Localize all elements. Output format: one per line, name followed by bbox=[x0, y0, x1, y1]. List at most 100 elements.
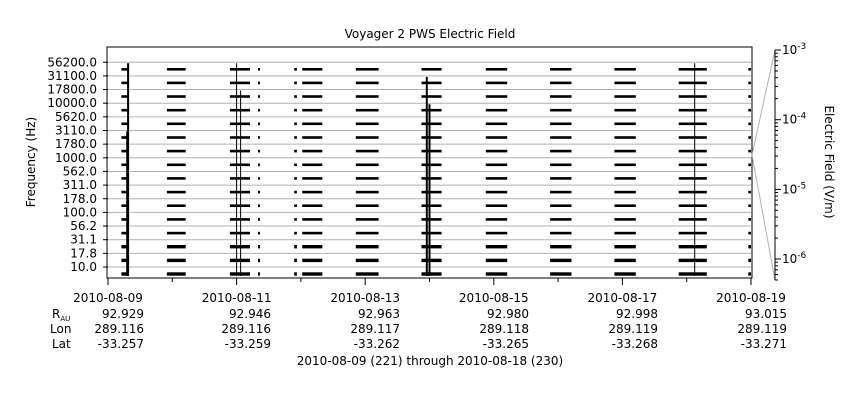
channel-trace bbox=[614, 136, 636, 139]
channel-trace bbox=[294, 177, 297, 180]
channel-trace bbox=[550, 231, 572, 235]
channel-trace bbox=[229, 272, 250, 276]
channel-trace bbox=[421, 231, 442, 235]
channel-trace bbox=[166, 245, 186, 249]
channel-trace bbox=[302, 231, 323, 235]
channel-trace bbox=[485, 163, 508, 167]
channel-trace bbox=[355, 177, 379, 180]
channel-trace bbox=[302, 272, 323, 276]
channel-trace bbox=[421, 163, 442, 167]
channel-trace bbox=[614, 204, 636, 207]
connector-line bbox=[751, 49, 776, 156]
annotation-r-value: 92.963 bbox=[358, 307, 400, 321]
channel-trace bbox=[121, 68, 129, 71]
channel-trace bbox=[614, 81, 636, 85]
frequency-tick-label: 100.0 bbox=[63, 205, 97, 219]
channel-trace bbox=[258, 149, 260, 153]
channel-trace bbox=[550, 149, 572, 153]
channel-trace bbox=[302, 218, 323, 221]
channel-trace bbox=[550, 95, 572, 98]
channel-trace bbox=[294, 245, 297, 249]
channel-trace bbox=[355, 218, 379, 221]
colorbar-tick-label: 10-4 bbox=[782, 112, 807, 127]
channel-trace bbox=[166, 81, 186, 85]
channel-trace bbox=[485, 95, 508, 98]
colorbar-tick-label: 10-3 bbox=[782, 42, 806, 57]
channel-trace bbox=[355, 272, 379, 276]
channel-trace bbox=[550, 81, 572, 85]
frequency-tick-label: 3110.0 bbox=[55, 124, 97, 138]
channel-trace bbox=[258, 204, 260, 207]
channel-trace bbox=[294, 218, 297, 221]
channel-trace bbox=[229, 190, 250, 194]
channel-trace bbox=[748, 163, 751, 167]
channel-trace bbox=[748, 231, 751, 235]
channel-trace bbox=[355, 122, 379, 126]
channel-trace bbox=[678, 245, 707, 249]
channel-trace bbox=[166, 122, 186, 126]
channel-trace bbox=[258, 245, 260, 249]
channel-trace bbox=[294, 272, 297, 276]
channel-trace bbox=[355, 163, 379, 167]
colorbar-connectors bbox=[751, 49, 776, 281]
channel-trace bbox=[485, 204, 508, 207]
channel-trace bbox=[121, 81, 129, 85]
channel-trace bbox=[485, 177, 508, 180]
frequency-tick-label: 56200.0 bbox=[47, 55, 97, 69]
channel-trace bbox=[121, 258, 129, 263]
channel-trace bbox=[166, 204, 186, 207]
channel-trace bbox=[614, 95, 636, 98]
frequency-tick-label: 31100.0 bbox=[47, 69, 97, 83]
channel-trace bbox=[550, 218, 572, 221]
channel-trace bbox=[355, 95, 379, 98]
channel-trace bbox=[748, 149, 751, 153]
annotation-r-value: 93.015 bbox=[745, 307, 787, 321]
annotation-lon-value: 289.119 bbox=[608, 322, 658, 336]
annotation-lat-value: -33.268 bbox=[611, 337, 658, 351]
channel-trace bbox=[421, 177, 442, 180]
annotation-lon-value: 289.118 bbox=[479, 322, 529, 336]
channel-trace bbox=[229, 81, 250, 85]
channel-trace bbox=[614, 108, 636, 112]
annotation-lon-value: 289.116 bbox=[94, 322, 144, 336]
channel-trace bbox=[166, 272, 186, 276]
channel-trace bbox=[258, 231, 260, 235]
channel-trace bbox=[258, 95, 260, 98]
channel-trace bbox=[229, 108, 250, 112]
channel-trace bbox=[748, 68, 751, 71]
lon-label: Lon bbox=[50, 322, 72, 336]
channel-trace bbox=[302, 81, 323, 85]
channel-trace bbox=[550, 258, 572, 263]
channel-trace bbox=[678, 136, 707, 139]
channel-trace bbox=[678, 204, 707, 207]
channel-trace bbox=[121, 108, 129, 112]
annotation-lat-value: -33.257 bbox=[97, 337, 144, 351]
channel-trace bbox=[166, 68, 186, 71]
channel-trace bbox=[121, 218, 129, 221]
channel-trace bbox=[258, 272, 260, 276]
channel-trace bbox=[614, 258, 636, 263]
time-tick-label: 2010-08-13 bbox=[330, 291, 400, 305]
annotation-lat-value: -33.265 bbox=[482, 337, 529, 351]
frequency-tick-label: 5620.0 bbox=[55, 110, 97, 124]
channel-trace bbox=[302, 149, 323, 153]
channel-trace bbox=[748, 218, 751, 221]
time-tick-label: 2010-08-09 bbox=[73, 291, 143, 305]
au-subscript: AU bbox=[60, 315, 71, 323]
channel-trace bbox=[229, 204, 250, 207]
channel-trace bbox=[258, 258, 260, 263]
channel-trace bbox=[748, 245, 751, 249]
channel-trace bbox=[485, 136, 508, 139]
channel-trace bbox=[678, 190, 707, 194]
frequency-tick-label: 10000.0 bbox=[47, 96, 97, 110]
channel-trace bbox=[421, 204, 442, 207]
channel-trace bbox=[258, 190, 260, 194]
channel-trace bbox=[166, 190, 186, 194]
channel-trace bbox=[485, 149, 508, 153]
colorbar-tick-label: 10-5 bbox=[782, 181, 806, 196]
channel-trace bbox=[121, 272, 129, 276]
connector-line bbox=[751, 154, 776, 281]
channel-trace bbox=[550, 177, 572, 180]
channel-trace bbox=[258, 177, 260, 180]
